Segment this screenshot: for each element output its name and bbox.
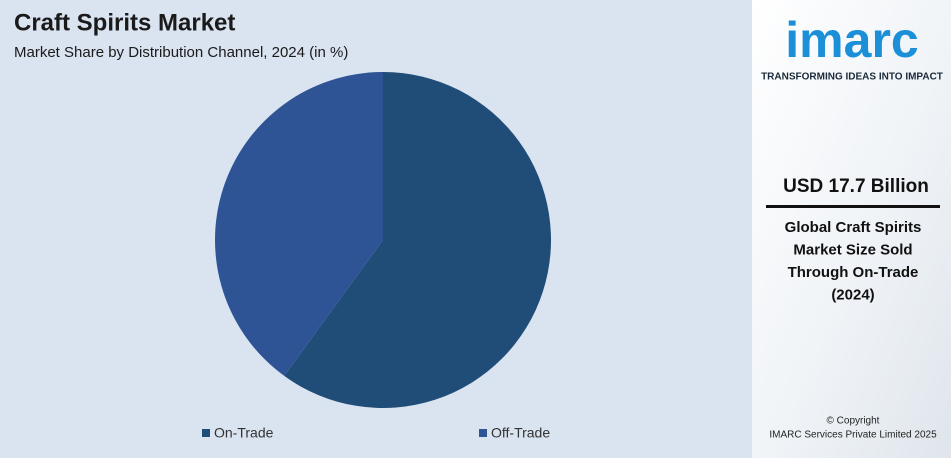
description-line: Global Craft Spirits <box>785 219 922 236</box>
side-panel <box>752 0 951 458</box>
pie-slice <box>284 72 551 408</box>
description-line: (2024) <box>831 286 874 303</box>
chart-subtitle: Market Share by Distribution Channel, 20… <box>14 44 348 61</box>
legend-swatch <box>202 429 210 437</box>
legend-label: Off-Trade <box>491 425 550 441</box>
legend: On-Trade Off-Trade <box>202 425 550 441</box>
copyright-line: IMARC Services Private Limited 2025 <box>769 430 937 441</box>
brand-tagline: TRANSFORMING IDEAS INTO IMPACT <box>761 72 943 83</box>
copyright-line: © Copyright <box>827 416 880 427</box>
divider <box>766 205 940 208</box>
copyright: © Copyright IMARC Services Private Limite… <box>769 416 937 441</box>
legend-label: On-Trade <box>214 425 274 441</box>
highlight-value: USD 17.7 Billion <box>783 176 929 197</box>
pie <box>215 72 551 408</box>
chart-title: Craft Spirits Market <box>14 9 235 36</box>
pie-slice <box>215 72 383 376</box>
description: Global Craft Spirits Market Size Sold Thro… <box>785 219 922 304</box>
brand-logo: imarc <box>785 12 918 68</box>
description-line: Through On-Trade <box>788 264 919 281</box>
description-line: Market Size Sold <box>793 241 912 258</box>
legend-swatch <box>479 429 487 437</box>
